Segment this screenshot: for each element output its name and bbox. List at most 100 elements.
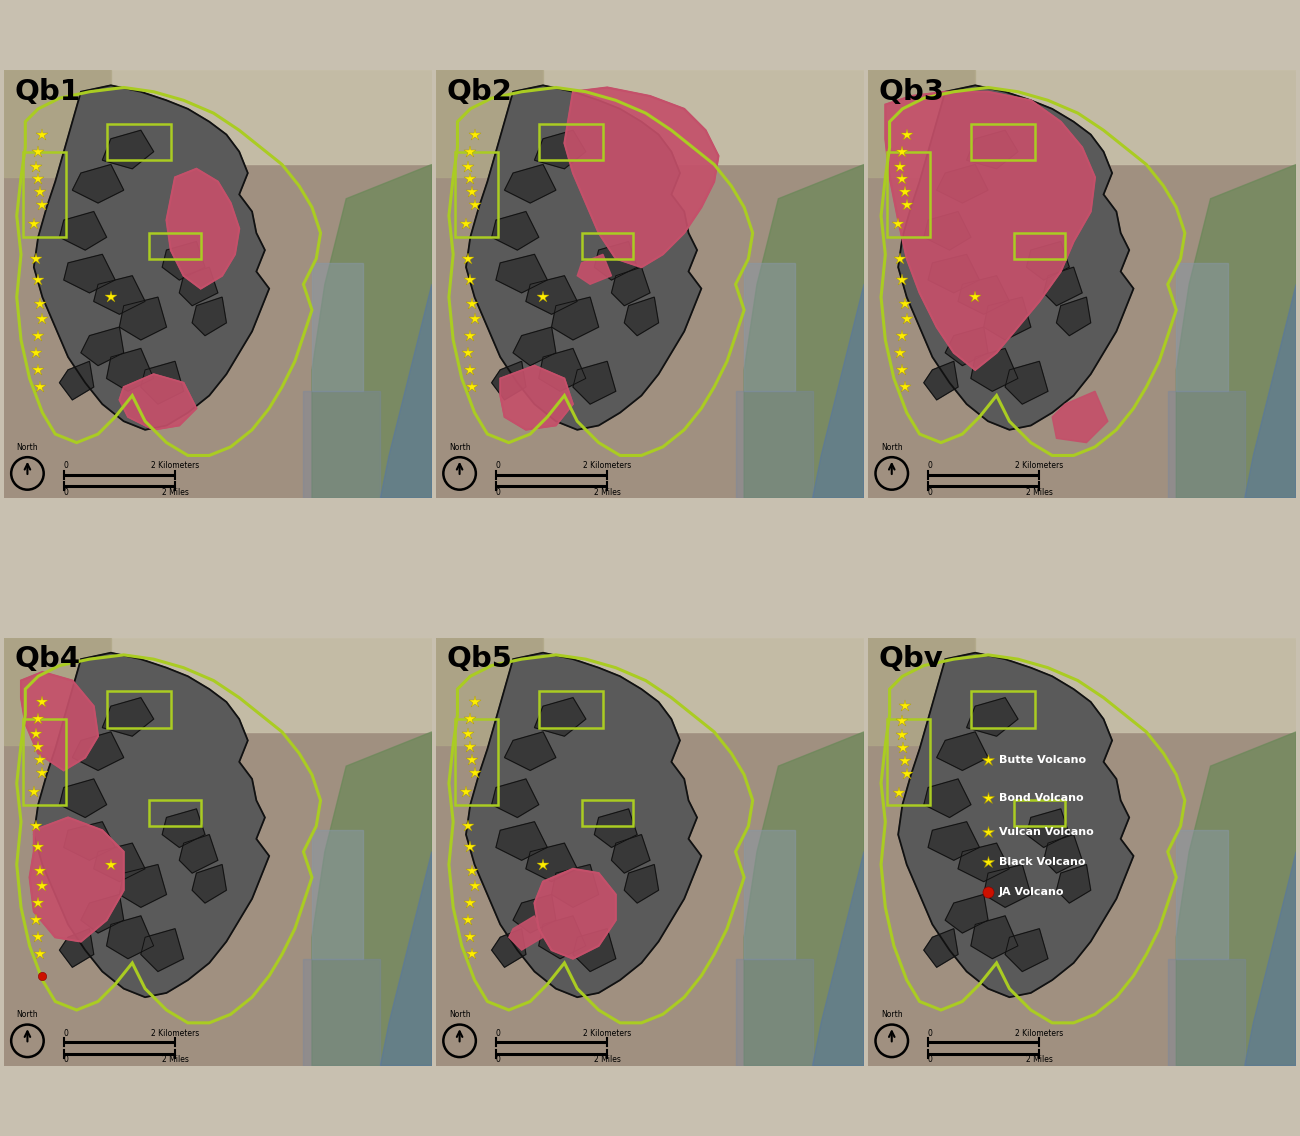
Polygon shape <box>491 779 538 818</box>
Polygon shape <box>971 916 1018 959</box>
Polygon shape <box>103 698 153 736</box>
Polygon shape <box>534 698 586 736</box>
Polygon shape <box>504 165 556 203</box>
Text: North: North <box>881 443 902 452</box>
Polygon shape <box>491 929 526 967</box>
Bar <box>107 124 170 160</box>
Polygon shape <box>924 211 971 250</box>
Polygon shape <box>1245 852 1296 1066</box>
Text: 2 Miles: 2 Miles <box>1026 1055 1053 1064</box>
Polygon shape <box>497 254 547 293</box>
Polygon shape <box>94 276 146 315</box>
Text: 0: 0 <box>928 487 932 496</box>
Bar <box>1167 959 1245 1066</box>
Polygon shape <box>140 361 183 404</box>
Text: Butte Volcano: Butte Volcano <box>998 754 1086 765</box>
Polygon shape <box>162 242 205 279</box>
Polygon shape <box>543 637 864 732</box>
Polygon shape <box>60 211 107 250</box>
Bar <box>888 152 931 237</box>
Text: 0: 0 <box>495 1055 500 1064</box>
Polygon shape <box>64 821 116 860</box>
Bar <box>1176 830 1227 959</box>
Text: Bond Volcano: Bond Volcano <box>998 793 1083 803</box>
Bar <box>971 691 1035 728</box>
Bar <box>436 637 543 745</box>
Text: 0: 0 <box>928 461 932 470</box>
Text: 0: 0 <box>928 1029 932 1037</box>
Text: 0: 0 <box>495 1029 500 1037</box>
Text: Qb5: Qb5 <box>447 645 512 674</box>
Polygon shape <box>611 835 650 874</box>
Polygon shape <box>573 929 616 971</box>
Text: 0: 0 <box>64 461 69 470</box>
Polygon shape <box>34 85 269 429</box>
Polygon shape <box>1027 242 1070 279</box>
Polygon shape <box>594 809 637 847</box>
Text: 2 Miles: 2 Miles <box>161 1055 188 1064</box>
Polygon shape <box>312 165 432 499</box>
Bar <box>23 719 66 804</box>
Polygon shape <box>60 779 107 818</box>
Polygon shape <box>192 298 226 335</box>
Text: 2 Kilometers: 2 Kilometers <box>584 1029 632 1037</box>
Polygon shape <box>534 131 586 169</box>
Polygon shape <box>179 835 218 874</box>
Polygon shape <box>624 864 659 903</box>
Polygon shape <box>744 165 864 499</box>
Polygon shape <box>984 864 1031 908</box>
Bar <box>23 152 66 237</box>
Polygon shape <box>928 821 979 860</box>
Bar <box>1014 233 1065 259</box>
Text: North: North <box>448 1010 471 1019</box>
Text: 0: 0 <box>64 1029 69 1037</box>
Polygon shape <box>573 361 616 404</box>
Text: North: North <box>17 443 38 452</box>
Text: 2 Kilometers: 2 Kilometers <box>1015 461 1063 470</box>
Polygon shape <box>551 864 599 908</box>
Bar <box>4 637 111 745</box>
Text: 0: 0 <box>495 461 500 470</box>
Polygon shape <box>514 327 556 366</box>
Text: Vulcan Volcano: Vulcan Volcano <box>998 827 1093 837</box>
Polygon shape <box>975 637 1296 732</box>
Polygon shape <box>465 85 701 429</box>
Text: 0: 0 <box>495 487 500 496</box>
Polygon shape <box>491 211 538 250</box>
Bar <box>312 830 363 959</box>
Text: Qb2: Qb2 <box>447 78 512 106</box>
Text: Qb1: Qb1 <box>14 78 81 106</box>
Polygon shape <box>497 821 547 860</box>
Polygon shape <box>971 349 1018 391</box>
Polygon shape <box>534 869 616 959</box>
Polygon shape <box>928 254 979 293</box>
Polygon shape <box>491 361 526 400</box>
Text: 0: 0 <box>64 487 69 496</box>
Polygon shape <box>312 732 432 1066</box>
Polygon shape <box>73 165 124 203</box>
Text: 2 Kilometers: 2 Kilometers <box>1015 1029 1063 1037</box>
Bar <box>312 262 363 391</box>
Polygon shape <box>192 864 226 903</box>
Polygon shape <box>381 284 432 499</box>
Bar <box>455 719 498 804</box>
Polygon shape <box>120 298 166 340</box>
Text: Black Volcano: Black Volcano <box>998 858 1086 868</box>
Bar <box>736 391 812 499</box>
Polygon shape <box>1005 929 1048 971</box>
Polygon shape <box>166 169 239 289</box>
Text: North: North <box>881 1010 902 1019</box>
Polygon shape <box>564 87 719 267</box>
Polygon shape <box>1245 284 1296 499</box>
Bar <box>868 70 975 177</box>
Polygon shape <box>120 864 166 908</box>
Polygon shape <box>107 916 153 959</box>
Polygon shape <box>21 673 98 770</box>
Polygon shape <box>60 361 94 400</box>
Polygon shape <box>937 732 988 770</box>
Bar <box>971 124 1035 160</box>
Bar <box>581 233 633 259</box>
Bar <box>744 830 796 959</box>
Polygon shape <box>594 242 637 279</box>
Text: North: North <box>448 443 471 452</box>
